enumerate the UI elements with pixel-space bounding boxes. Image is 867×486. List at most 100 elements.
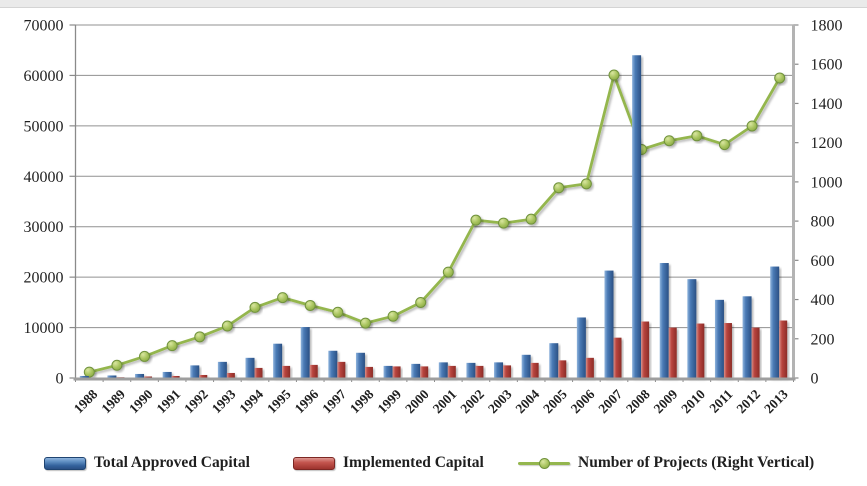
x-axis-label-2000: 2000 bbox=[402, 386, 432, 416]
chart-legend: Total Approved Capital Implemented Capit… bbox=[0, 448, 867, 478]
left-axis-tick-label: 20000 bbox=[24, 270, 64, 287]
right-axis-tick-label: 600 bbox=[811, 253, 835, 270]
left-axis-tick-label: 40000 bbox=[24, 169, 64, 186]
right-axis-tick-label: 200 bbox=[811, 331, 835, 348]
x-axis-label-2006: 2006 bbox=[568, 386, 598, 416]
bar-total-approved-2011 bbox=[714, 299, 724, 378]
bar-total-approved-2012 bbox=[742, 296, 752, 378]
bar-implemented-2001 bbox=[447, 365, 456, 378]
bar-total-approved-1997 bbox=[328, 350, 338, 378]
marker-projects-2007 bbox=[608, 69, 620, 81]
bar-total-approved-1998 bbox=[355, 352, 365, 378]
x-axis-label-1993: 1993 bbox=[209, 386, 239, 416]
x-axis-label-2001: 2001 bbox=[430, 386, 460, 416]
bar-implemented-1995 bbox=[282, 365, 291, 378]
bar-implemented-2002 bbox=[475, 365, 484, 378]
bar-total-approved-1989 bbox=[107, 375, 117, 378]
x-axis-label-2004: 2004 bbox=[513, 386, 543, 416]
bar-implemented-2011 bbox=[723, 323, 732, 378]
legend-marker-dot-icon bbox=[538, 457, 550, 469]
bar-implemented-2009 bbox=[668, 327, 677, 378]
marker-projects-1989 bbox=[111, 359, 123, 371]
right-axis-tick-label: 1600 bbox=[811, 57, 843, 74]
bar-total-approved-2009 bbox=[659, 263, 669, 378]
bar-implemented-1992 bbox=[199, 374, 208, 378]
right-axis-tick-label: 1800 bbox=[811, 18, 843, 35]
marker-projects-1996 bbox=[304, 299, 316, 311]
bar-total-approved-2007 bbox=[604, 270, 614, 378]
legend-label-total-approved-capital: Total Approved Capital bbox=[94, 454, 250, 471]
bar-implemented-2008 bbox=[641, 321, 650, 378]
bar-total-approved-2003 bbox=[494, 362, 504, 378]
right-axis-tick-label: 1200 bbox=[811, 135, 843, 152]
bar-total-approved-2008 bbox=[632, 55, 642, 378]
right-axis-tick-label: 1000 bbox=[811, 174, 843, 191]
bar-implemented-1990 bbox=[144, 376, 153, 378]
marker-projects-1997 bbox=[332, 306, 344, 318]
right-axis-tick-label: 0 bbox=[811, 371, 819, 388]
x-axis-label-1991: 1991 bbox=[154, 386, 184, 416]
left-axis-tick-label: 50000 bbox=[24, 118, 64, 135]
x-axis-label-1997: 1997 bbox=[319, 386, 349, 416]
bar-implemented-2006 bbox=[585, 357, 594, 378]
x-axis-label-1988: 1988 bbox=[71, 386, 101, 416]
right-axis-tick-label: 400 bbox=[811, 292, 835, 309]
bar-total-approved-2002 bbox=[466, 362, 476, 378]
left-axis-tick-label: 0 bbox=[56, 371, 64, 388]
bar-implemented-2007 bbox=[613, 337, 622, 378]
bar-implemented-1993 bbox=[226, 372, 235, 378]
x-axis-label-2011: 2011 bbox=[706, 386, 735, 415]
right-axis-tick-label: 800 bbox=[811, 214, 835, 231]
left-axis-tick-label: 30000 bbox=[24, 219, 64, 236]
bar-implemented-1996 bbox=[309, 364, 318, 378]
marker-projects-2011 bbox=[718, 139, 730, 151]
legend-item-total-approved-capital: Total Approved Capital bbox=[44, 448, 250, 478]
marker-projects-2001 bbox=[442, 266, 454, 278]
bar-implemented-2000 bbox=[420, 366, 429, 378]
bar-total-approved-1990 bbox=[135, 373, 145, 378]
x-axis-label-1990: 1990 bbox=[126, 386, 156, 416]
marker-projects-2010 bbox=[691, 130, 703, 142]
x-axis-label-1992: 1992 bbox=[181, 386, 211, 416]
left-axis-tick-label: 60000 bbox=[24, 68, 64, 85]
x-axis-label-1989: 1989 bbox=[98, 386, 128, 416]
bar-implemented-2003 bbox=[503, 365, 512, 378]
bar-total-approved-2000 bbox=[411, 363, 421, 378]
legend-item-implemented-capital: Implemented Capital bbox=[293, 448, 484, 478]
x-axis-label-2008: 2008 bbox=[623, 386, 653, 416]
marker-projects-2000 bbox=[415, 296, 427, 308]
bar-total-approved-1988 bbox=[79, 375, 89, 378]
bar-total-approved-2001 bbox=[438, 362, 448, 378]
legend-label-implemented-capital: Implemented Capital bbox=[343, 454, 484, 471]
marker-projects-1993 bbox=[221, 320, 233, 332]
x-axis-label-2003: 2003 bbox=[485, 386, 515, 416]
bar-total-approved-2005 bbox=[549, 343, 559, 378]
marker-projects-2006 bbox=[580, 178, 592, 190]
x-axis-label-2013: 2013 bbox=[761, 386, 791, 416]
x-axis-label-1994: 1994 bbox=[236, 386, 266, 416]
marker-projects-1990 bbox=[139, 350, 151, 362]
marker-projects-2012 bbox=[746, 120, 758, 132]
bar-implemented-2010 bbox=[696, 323, 705, 378]
x-axis-label-1996: 1996 bbox=[292, 386, 322, 416]
x-axis-label-2009: 2009 bbox=[651, 386, 681, 416]
legend-swatch-red-bar-icon bbox=[293, 456, 335, 470]
x-axis-label-2002: 2002 bbox=[457, 386, 487, 416]
right-axis-tick-label: 1400 bbox=[811, 96, 843, 113]
bar-total-approved-1994 bbox=[245, 357, 255, 378]
bar-implemented-2012 bbox=[751, 327, 760, 378]
bar-total-approved-1996 bbox=[300, 327, 310, 378]
x-axis-label-2005: 2005 bbox=[540, 386, 570, 416]
x-axis-label-1995: 1995 bbox=[264, 386, 294, 416]
bar-total-approved-1992 bbox=[190, 365, 200, 378]
bar-total-approved-2010 bbox=[687, 279, 697, 378]
bar-implemented-2004 bbox=[530, 362, 539, 378]
marker-projects-1991 bbox=[166, 340, 178, 352]
bar-total-approved-2013 bbox=[770, 266, 780, 378]
marker-projects-1992 bbox=[194, 331, 206, 343]
left-axis-tick-label: 70000 bbox=[24, 18, 64, 35]
marker-projects-2009 bbox=[663, 135, 675, 147]
bar-total-approved-1995 bbox=[273, 343, 283, 378]
